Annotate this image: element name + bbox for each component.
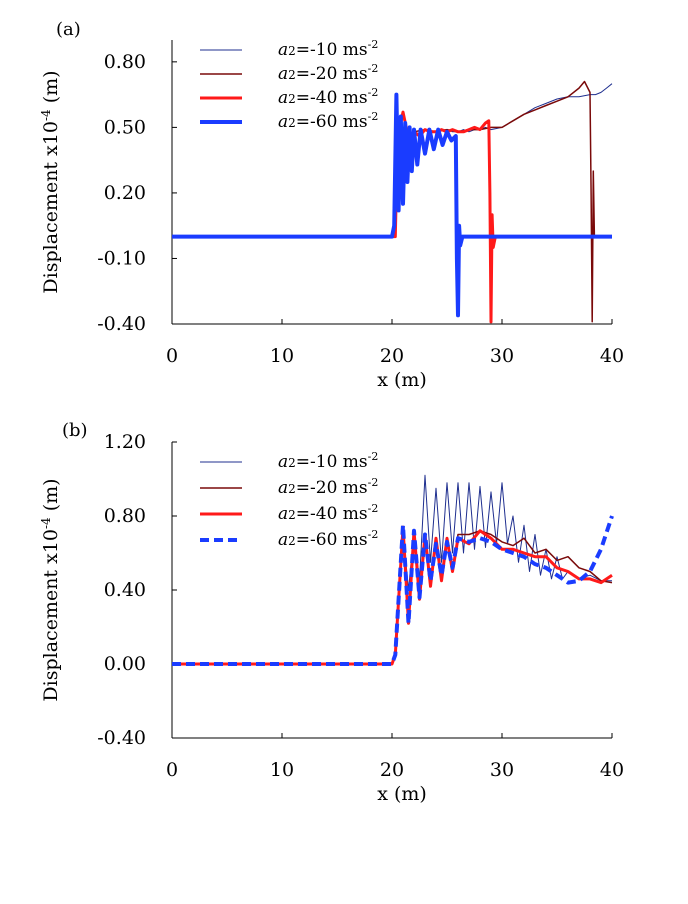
y-tick-label: 0.80 <box>104 505 146 527</box>
legend-label: a2=-20 ms-2 <box>278 62 378 84</box>
x-tick-label: 20 <box>380 345 404 367</box>
panel-label: (a) <box>56 19 81 40</box>
x-tick-label: 0 <box>166 759 178 781</box>
y-tick-label: -0.10 <box>97 247 146 269</box>
series-line-1 <box>172 83 613 238</box>
series-line-2 <box>172 80 612 323</box>
panel-label: (b) <box>62 420 88 441</box>
x-tick-label: 30 <box>490 759 514 781</box>
legend-label: a2=-10 ms-2 <box>278 450 378 472</box>
legend-label: a2=-60 ms-2 <box>278 528 378 550</box>
x-tick-label: 10 <box>270 345 294 367</box>
series-line-3 <box>172 525 613 666</box>
x-tick-label: 30 <box>490 345 514 367</box>
y-tick-label: 0.20 <box>104 182 146 204</box>
x-axis-title: x (m) <box>377 369 427 391</box>
y-tick-label: 1.20 <box>104 431 146 453</box>
x-axis-title: x (m) <box>377 783 427 805</box>
series-line-3 <box>172 110 612 324</box>
x-tick-label: 0 <box>166 345 178 367</box>
series-line-2 <box>172 526 613 665</box>
legend-label: a2=-20 ms-2 <box>278 476 378 498</box>
y-tick-label: -0.40 <box>97 313 146 335</box>
y-axis-title: Displacement x10-4 (m) <box>39 70 62 293</box>
chart-panel-a: -0.40 -0.10 0.20 0.50 0.80 0 10 20 30 40 x (m) Disp… <box>39 19 624 391</box>
legend-label: a2=-10 ms-2 <box>278 38 378 60</box>
y-axis-title: Displacement x10-4 (m) <box>39 478 62 701</box>
series-line-4 <box>172 92 612 318</box>
x-tick-label: 40 <box>600 345 624 367</box>
y-tick-label: 0.80 <box>104 51 146 73</box>
x-tick-label: 20 <box>380 759 404 781</box>
y-tick-label: 0.50 <box>104 116 146 138</box>
series-line-4 <box>172 515 614 666</box>
x-tick-label: 10 <box>270 759 294 781</box>
legend-label: a2=-40 ms-2 <box>278 502 378 524</box>
chart-panel-b: -0.40 0.00 0.40 0.80 1.20 0 10 20 30 40 x (m) Displ… <box>39 420 624 805</box>
legend-label: a2=-60 ms-2 <box>278 110 378 132</box>
y-tick-label: 0.00 <box>104 653 146 675</box>
legend-label: a2=-40 ms-2 <box>278 86 378 108</box>
y-tick-label: 0.40 <box>104 579 146 601</box>
x-tick-label: 40 <box>600 759 624 781</box>
y-tick-label: -0.40 <box>97 727 146 749</box>
